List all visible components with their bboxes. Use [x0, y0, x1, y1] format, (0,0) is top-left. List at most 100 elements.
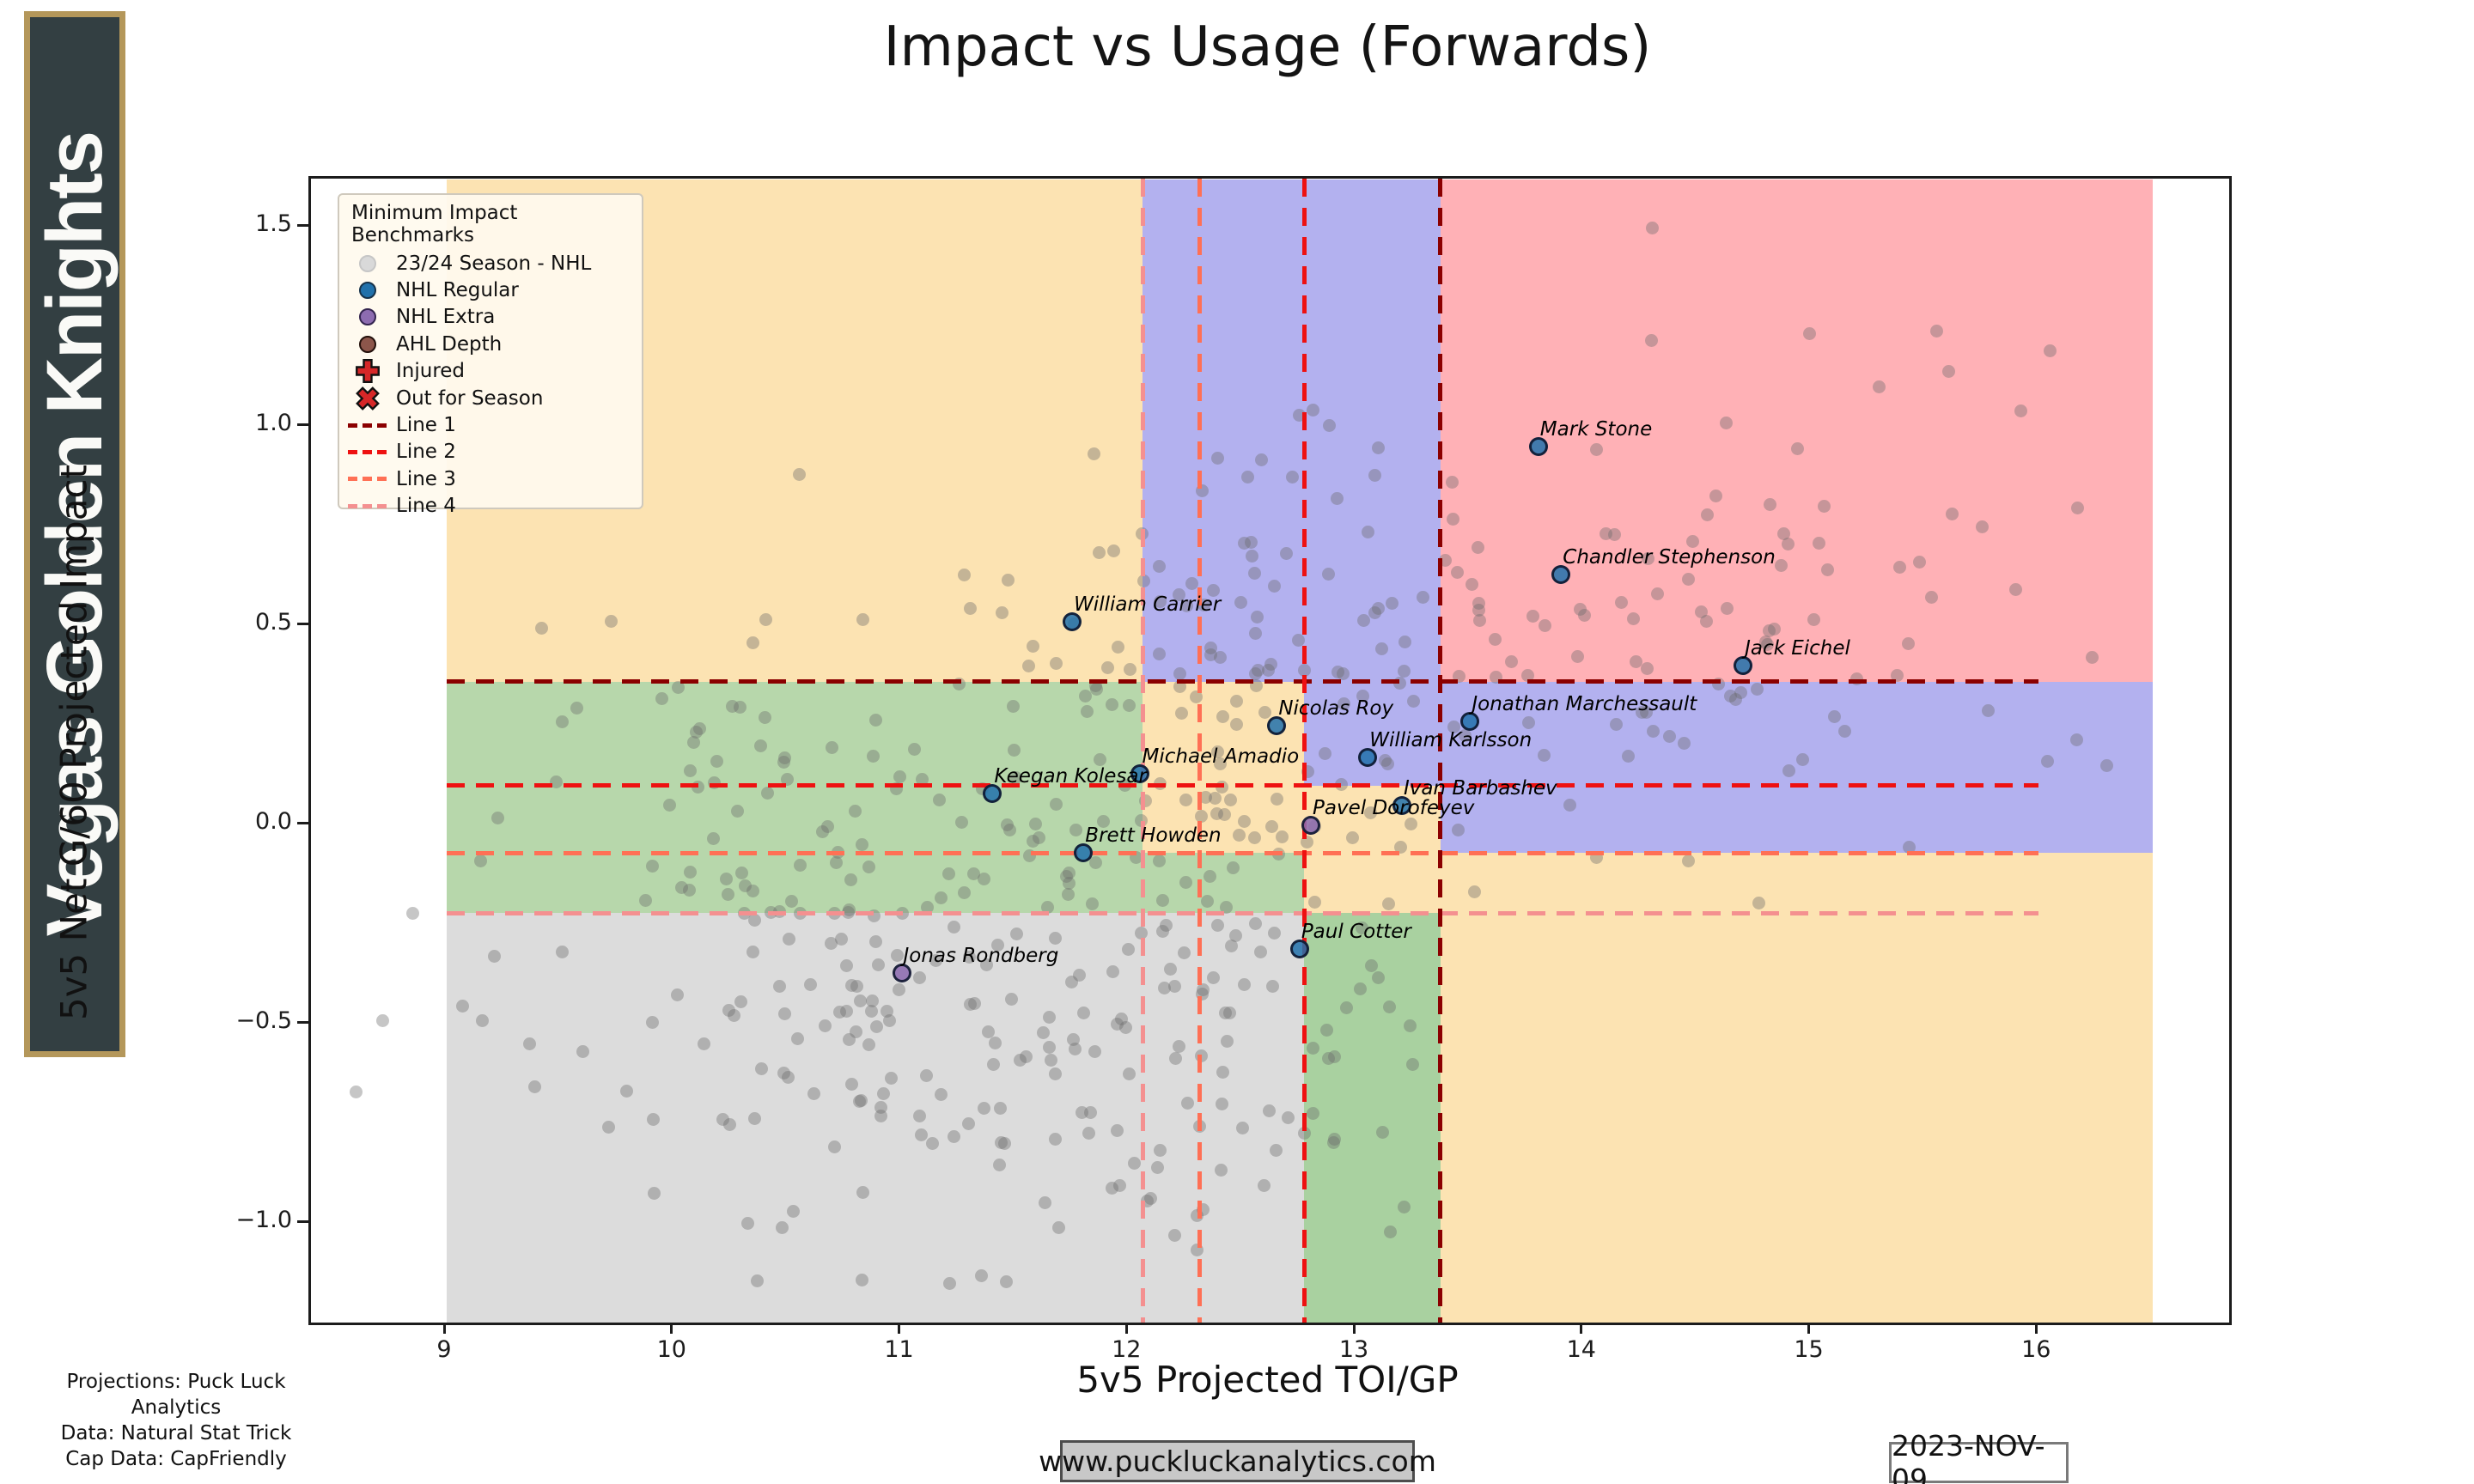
- background-point: [1213, 651, 1227, 665]
- x-tick-mark: [1580, 1323, 1583, 1334]
- background-point: [1020, 1049, 1033, 1063]
- legend-23-24-season-nhl-icon: [339, 254, 396, 272]
- background-point: [856, 613, 869, 627]
- background-point: [1264, 657, 1277, 671]
- background-point: [842, 1032, 856, 1046]
- background-point: [1105, 1181, 1118, 1195]
- background-point: [1763, 623, 1776, 637]
- background-point: [1720, 602, 1734, 616]
- background-point: [792, 468, 806, 482]
- background-point: [1573, 603, 1587, 617]
- background-point: [1248, 626, 1262, 640]
- background-point: [1318, 747, 1331, 761]
- player-label: William Karlsson: [1369, 729, 1533, 752]
- y-tick-mark: [297, 223, 308, 227]
- credit-line: Projections: Puck Luck Analytics: [66, 1371, 286, 1419]
- x-tick-label: 14: [1566, 1336, 1596, 1363]
- background-point: [1249, 666, 1263, 680]
- background-point: [1245, 550, 1258, 563]
- legend-dash-icon: [339, 423, 396, 428]
- background-point: [1254, 945, 1268, 958]
- background-point: [963, 997, 977, 1011]
- background-point: [804, 977, 818, 991]
- background-point: [1168, 1052, 1182, 1066]
- background-point: [1782, 538, 1795, 551]
- background-point: [1678, 736, 1691, 750]
- background-point: [1381, 757, 1395, 770]
- background-point: [1397, 664, 1411, 678]
- x-tick-mark: [442, 1323, 446, 1334]
- background-point: [728, 1009, 741, 1023]
- legend-dash-icon: [339, 477, 396, 482]
- benchmark-hline-line-3: [447, 850, 2039, 855]
- background-point: [773, 980, 787, 994]
- legend-row: NHL Extra: [339, 304, 642, 331]
- background-point: [1331, 665, 1344, 678]
- background-point: [1537, 748, 1551, 762]
- background-point: [1154, 594, 1167, 608]
- background-point: [1249, 917, 1263, 931]
- dashed-line-icon: [348, 449, 387, 454]
- background-point: [570, 701, 583, 715]
- background-point: [684, 763, 698, 777]
- y-tick-mark: [297, 622, 308, 625]
- background-point: [778, 751, 792, 764]
- background-point: [1942, 365, 1956, 379]
- background-point: [916, 773, 929, 787]
- background-point: [988, 1036, 1002, 1049]
- region-bottom-green-column: [1304, 913, 1441, 1323]
- background-point: [893, 982, 906, 996]
- legend-label: 23/24 Season - NHL: [396, 252, 592, 275]
- background-point: [349, 1086, 363, 1099]
- background-point: [1062, 877, 1076, 891]
- player-dot: [1734, 656, 1753, 676]
- background-point: [1268, 579, 1282, 593]
- credit-line: Data: Natural Stat Trick: [60, 1422, 292, 1444]
- background-point: [1322, 1051, 1336, 1065]
- background-point: [1203, 648, 1217, 661]
- background-point: [1381, 897, 1395, 910]
- background-point: [870, 1019, 884, 1033]
- background-point: [1087, 447, 1100, 460]
- background-point: [1227, 861, 1240, 875]
- background-point: [1563, 799, 1576, 812]
- background-point: [1179, 599, 1193, 612]
- dashed-line-icon: [348, 423, 387, 428]
- background-point: [1251, 663, 1264, 677]
- background-point: [1062, 887, 1076, 901]
- x-tick-label: 10: [656, 1336, 686, 1363]
- background-point: [913, 971, 927, 985]
- background-point: [1614, 595, 1628, 609]
- benchmark-vline-line-2: [1301, 179, 1307, 1323]
- legend-row: NHL Regular: [339, 277, 642, 303]
- background-point: [1379, 753, 1392, 767]
- background-point: [759, 711, 772, 725]
- background-point: [1248, 830, 1262, 844]
- y-tick-label: 1.0: [255, 410, 292, 436]
- background-point: [893, 769, 907, 783]
- background-point: [1216, 1098, 1229, 1111]
- background-point: [1975, 520, 1989, 533]
- background-point: [734, 994, 748, 1008]
- background-point: [855, 837, 868, 851]
- background-point: [1088, 856, 1102, 870]
- background-point: [827, 1140, 841, 1154]
- background-point: [1407, 695, 1421, 709]
- background-point: [1750, 683, 1764, 696]
- y-tick-mark: [297, 423, 308, 426]
- background-point: [1372, 441, 1386, 455]
- legend-title: Minimum Impact Benchmarks: [351, 202, 518, 246]
- player-label: Paul Cotter: [1301, 920, 1411, 943]
- background-point: [1206, 970, 1220, 984]
- background-point: [1258, 705, 1272, 719]
- legend-row: Line 1: [339, 411, 642, 438]
- background-point: [995, 605, 1008, 619]
- background-point: [1647, 725, 1661, 739]
- background-point: [891, 948, 905, 962]
- background-point: [725, 699, 739, 713]
- background-point: [1398, 1200, 1411, 1213]
- background-point: [1472, 613, 1486, 627]
- background-point: [1007, 744, 1021, 757]
- background-point: [839, 1005, 853, 1019]
- background-point: [1807, 612, 1820, 626]
